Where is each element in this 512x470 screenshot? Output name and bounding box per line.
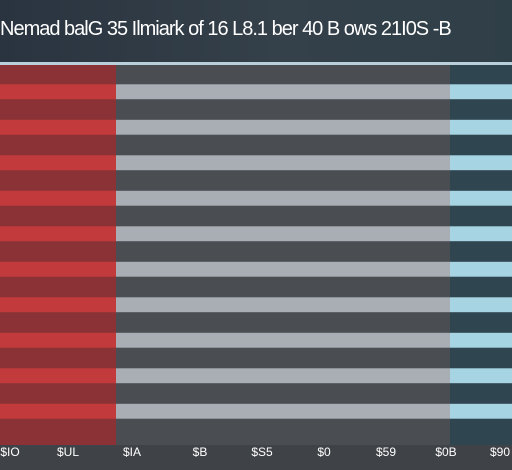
x-tick-label: $59 [376,445,396,459]
title-rule [0,62,512,65]
bar-segment-red [0,119,116,135]
bar-segment-blue [450,368,512,384]
bar-segment-blue [450,226,512,242]
bar-segment-red [0,403,116,419]
x-tick-label: $IO [0,445,19,459]
bar-segment-blue [450,84,512,100]
bar-segment-red [0,368,116,384]
bar-segment-gray [116,261,450,277]
bar-segment-gray [116,84,450,100]
bar-segment-gray [116,190,450,206]
bar-segment-blue [450,261,512,277]
bar-segment-gray [116,368,450,384]
bar-segment-gray [116,403,450,419]
chart-title: Nemad balG 35 Ilmiark of 16 L8.1 ber 40 … [0,18,452,40]
bar-segment-red [0,332,116,348]
bar-segment-red [0,84,116,100]
bar-segment-red [0,226,116,242]
bar-segment-blue [450,155,512,171]
bar-segment-gray [116,155,450,171]
bar-segment-red [0,190,116,206]
chart-header [0,0,512,62]
bar-segment-gray [116,119,450,135]
x-tick-label: $IA [123,445,141,459]
bar-segment-blue [450,403,512,419]
x-tick-label: $90 [490,445,510,459]
bar-segment-gray [116,297,450,313]
bar-segment-blue [450,190,512,206]
x-tick-label: $UL [57,445,79,459]
bar-segment-blue [450,297,512,313]
bar-segment-red [0,297,116,313]
x-tick-label: $0 [317,445,331,459]
x-tick-label: $0B [435,445,456,459]
x-tick-label: $B [193,445,208,459]
x-tick-label: $S5 [251,445,273,459]
bar-segment-gray [116,226,450,242]
bar-segment-red [0,261,116,277]
bar-segment-blue [450,332,512,348]
bar-segment-gray [116,332,450,348]
bar-segment-blue [450,119,512,135]
bar-segment-red [0,155,116,171]
